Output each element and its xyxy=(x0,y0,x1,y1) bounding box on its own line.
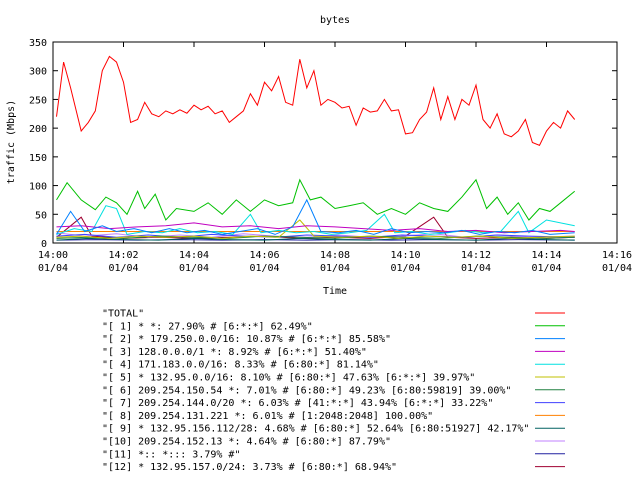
x-tick-label-time: 14:12 xyxy=(461,250,491,261)
legend-label-0: "TOTAL" xyxy=(102,309,144,320)
legend-label-4: "[ 4] 171.183.0.0/16: 8.33% # [6:80:*] 8… xyxy=(102,360,379,371)
x-tick-label-date: 01/04 xyxy=(108,263,138,274)
legend-label-1: "[ 1] * *: 27.90% # [6:*:*] 62.49%" xyxy=(102,321,313,332)
series-line-2 xyxy=(56,198,575,235)
x-tick-label-date: 01/04 xyxy=(38,263,68,274)
legend-label-7: "[ 7] 209.254.144.0/20 *: 6.03% # [41:*:… xyxy=(102,398,493,409)
legend-label-9: "[ 9] * 132.95.156.112/28: 4.68% # [6:80… xyxy=(102,424,529,435)
legend-label-10: "[10] 209.254.152.13 *: 4.64% # [6:80:*]… xyxy=(102,437,391,448)
x-tick-label-date: 01/04 xyxy=(320,263,350,274)
x-axis-label: Time xyxy=(323,286,347,297)
x-tick-label-date: 01/04 xyxy=(390,263,420,274)
x-tick-label-time: 14:08 xyxy=(320,250,350,261)
legend-label-11: "[11] *:: *::: 3.79% #" xyxy=(102,449,240,460)
legend-label-6: "[ 6] 209.254.150.54 *: 7.01% # [6:80:*]… xyxy=(102,385,511,396)
x-tick-label-date: 01/04 xyxy=(179,263,209,274)
y-tick-label: 100 xyxy=(29,182,47,193)
series-line-3 xyxy=(56,222,575,234)
y-tick-label: 0 xyxy=(41,239,47,250)
y-tick-label: 50 xyxy=(35,210,47,221)
x-tick-label-time: 14:04 xyxy=(179,250,209,261)
series-line-5 xyxy=(56,219,575,239)
x-tick-label-time: 14:00 xyxy=(38,250,68,261)
y-tick-label: 150 xyxy=(29,153,47,164)
plot-series xyxy=(56,55,576,241)
axes: 0 50 100 150 200 250 300 350 14:00 01/04 14:02 01/0… xyxy=(29,38,632,274)
x-tick-label-time: 14:06 xyxy=(249,250,279,261)
legend: "TOTAL""[ 1] * *: 27.90% # [6:*:*] 62.49… xyxy=(102,309,565,473)
series-line-9 xyxy=(56,237,575,241)
series-line-1 xyxy=(56,178,576,221)
x-tick-label-date: 01/04 xyxy=(461,263,491,274)
chart-title: bytes xyxy=(320,15,350,26)
x-tick-label-date: 01/04 xyxy=(249,263,279,274)
x-tick-label-date: 01/04 xyxy=(602,263,632,274)
x-tick-label-time: 14:02 xyxy=(108,250,138,261)
y-tick-label: 200 xyxy=(29,124,47,135)
y-tick-label: 250 xyxy=(29,95,47,106)
legend-label-5: "[ 5] * 132.95.0.0/16: 8.10% # [6:80:*] … xyxy=(102,373,475,384)
x-tick-label-time: 14:10 xyxy=(390,250,420,261)
x-tick-label-date: 01/04 xyxy=(531,263,561,274)
legend-label-3: "[ 3] 128.0.0.0/1 *: 8.92% # [6:*:*] 51.… xyxy=(102,347,367,358)
x-tick-label-time: 14:16 xyxy=(602,250,632,261)
series-line-4 xyxy=(56,205,575,235)
legend-label-2: "[ 2] * 179.250.0.0/16: 10.87% # [6:*:*]… xyxy=(102,334,391,345)
y-tick-label: 350 xyxy=(29,38,47,49)
y-axis-label: traffic (Mbps) xyxy=(6,100,17,184)
legend-label-8: "[ 8] 209.254.131.221 *: 6.01% # [1:2048… xyxy=(102,411,433,422)
x-tick-label-time: 14:14 xyxy=(531,250,561,261)
legend-label-12: "[12] * 132.95.157.0/24: 3.73% # [6:80:*… xyxy=(102,462,397,473)
y-tick-label: 300 xyxy=(29,67,47,78)
series-line-0 xyxy=(56,55,576,147)
